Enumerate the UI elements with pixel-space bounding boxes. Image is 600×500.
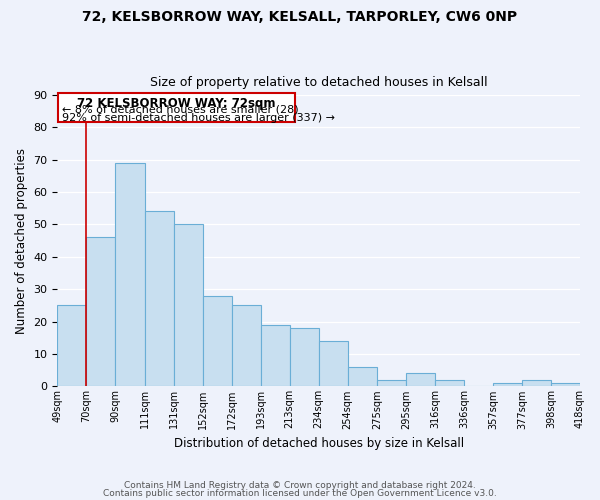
Bar — [319, 341, 348, 386]
Bar — [173, 224, 203, 386]
Y-axis label: Number of detached properties: Number of detached properties — [15, 148, 28, 334]
Bar — [522, 380, 551, 386]
Bar — [145, 212, 173, 386]
Text: 92% of semi-detached houses are larger (337) →: 92% of semi-detached houses are larger (… — [62, 112, 335, 122]
Bar — [203, 296, 232, 386]
Bar — [290, 328, 319, 386]
Text: Contains public sector information licensed under the Open Government Licence v3: Contains public sector information licen… — [103, 488, 497, 498]
X-axis label: Distribution of detached houses by size in Kelsall: Distribution of detached houses by size … — [173, 437, 464, 450]
Bar — [260, 325, 290, 386]
Bar — [58, 306, 86, 386]
Bar — [115, 163, 145, 386]
Bar — [435, 380, 464, 386]
Bar — [551, 383, 580, 386]
FancyBboxPatch shape — [58, 93, 295, 122]
Text: 72 KELSBORROW WAY: 72sqm: 72 KELSBORROW WAY: 72sqm — [77, 98, 276, 110]
Text: ← 8% of detached houses are smaller (28): ← 8% of detached houses are smaller (28) — [62, 104, 299, 115]
Text: 72, KELSBORROW WAY, KELSALL, TARPORLEY, CW6 0NP: 72, KELSBORROW WAY, KELSALL, TARPORLEY, … — [82, 10, 518, 24]
Text: Contains HM Land Registry data © Crown copyright and database right 2024.: Contains HM Land Registry data © Crown c… — [124, 481, 476, 490]
Bar — [86, 238, 115, 386]
Bar — [348, 367, 377, 386]
Title: Size of property relative to detached houses in Kelsall: Size of property relative to detached ho… — [150, 76, 488, 90]
Bar — [377, 380, 406, 386]
Bar — [232, 306, 260, 386]
Bar — [493, 383, 522, 386]
Bar — [406, 374, 435, 386]
